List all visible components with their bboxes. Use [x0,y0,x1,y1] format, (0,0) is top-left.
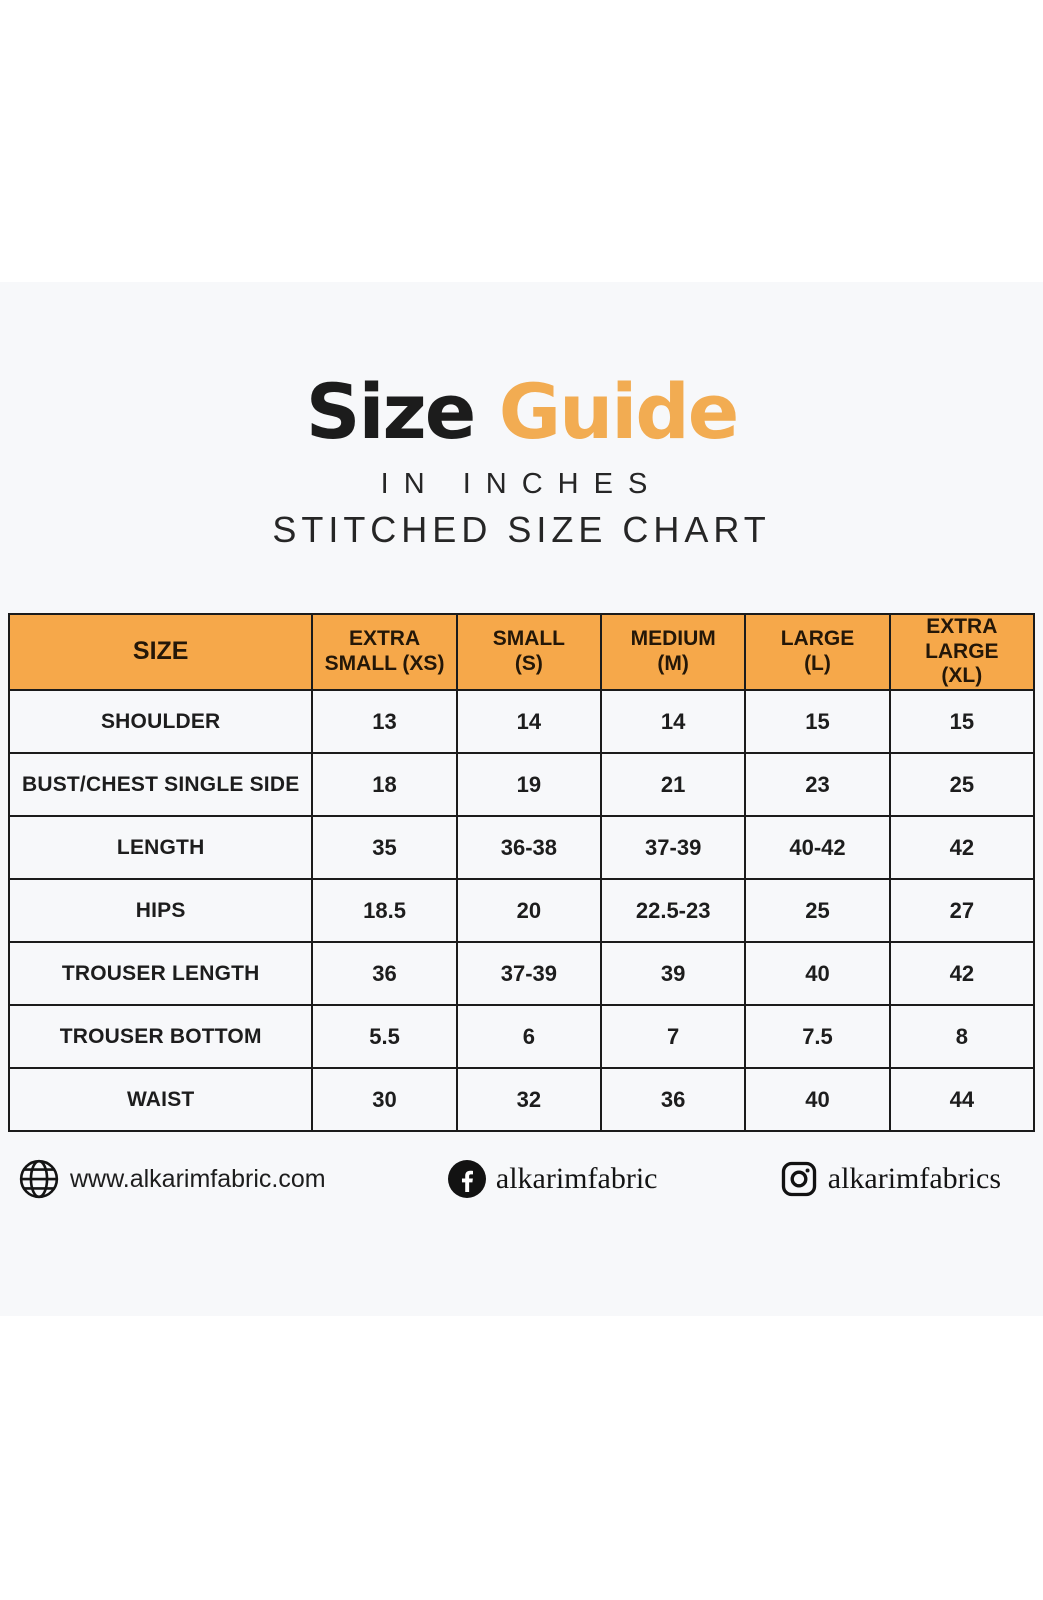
size-value-cell: 14 [600,689,747,755]
page-title: Size Guide [0,372,1043,452]
row-label: HIPS [7,878,314,944]
size-value-cell: 36-38 [455,815,603,881]
subtitle-in-inches: IN INCHES [380,467,663,500]
size-value-cell: 22.5-23 [600,878,747,944]
size-value-cell: 20 [455,878,603,944]
facebook-icon [447,1160,486,1199]
size-value-cell: 15 [888,689,1036,755]
size-value-cell: 32 [455,1067,603,1133]
column-header-size: SIZE [7,612,314,692]
website-contact: www.alkarimfabric.com [18,1158,326,1200]
size-value-cell: 42 [888,941,1036,1007]
row-label: TROUSER BOTTOM [7,1004,314,1070]
size-value-cell: 36 [311,941,458,1007]
column-header: SMALL (S) [455,612,603,692]
size-value-cell: 44 [888,1067,1036,1133]
size-value-cell: 40 [744,1067,891,1133]
size-value-cell: 6 [455,1004,603,1070]
size-value-cell: 35 [311,815,458,881]
table-row: TROUSER BOTTOM 5.5 6 7 7.5 8 [7,1004,1036,1070]
facebook-handle: alkarimfabric [495,1162,658,1196]
size-value-cell: 18.5 [311,878,458,944]
size-value-cell: 25 [744,878,891,944]
size-value-cell: 42 [888,815,1036,881]
size-value-cell: 23 [744,752,891,818]
size-value-cell: 13 [311,689,458,755]
row-label: WAIST [7,1067,314,1133]
column-header: MEDIUM (M) [600,612,747,692]
size-value-cell: 25 [888,752,1036,818]
table-row: LENGTH 35 36-38 37-39 40-42 42 [7,815,1036,881]
facebook-contact: alkarimfabric [447,1160,658,1199]
size-value-cell: 40 [744,941,891,1007]
row-label: BUST/CHEST SINGLE SIDE [7,752,314,818]
column-header: LARGE (L) [744,612,891,692]
size-value-cell: 7.5 [744,1004,891,1070]
subtitle-stitched-size-chart: STITCHED SIZE CHART [272,508,771,550]
size-chart-header: SIZE EXTRA SMALL (XS) SMALL (S) MEDIUM (M) L… [7,612,1036,692]
footer-contacts: www.alkarimfabric.com alkarimfabric alka… [0,1158,1043,1200]
size-guide-panel: Size Guide IN INCHES STITCHED SIZE CHART… [0,282,1043,1316]
size-value-cell: 18 [311,752,458,818]
row-label: LENGTH [7,815,314,881]
size-value-cell: 19 [455,752,603,818]
title-word-guide: Guide [498,367,739,456]
row-label: TROUSER LENGTH [7,941,314,1007]
table-row: WAIST 30 32 36 40 44 [7,1067,1036,1133]
size-value-cell: 8 [888,1004,1036,1070]
column-header: EXTRA SMALL (XS) [311,612,458,692]
size-value-cell: 39 [600,941,747,1007]
size-value-cell: 30 [311,1067,458,1133]
size-value-cell: 14 [455,689,603,755]
column-header: EXTRA LARGE (XL) [888,612,1036,692]
table-row: BUST/CHEST SINGLE SIDE 18 19 21 23 25 [7,752,1036,818]
table-row: HIPS 18.5 20 22.5-23 25 27 [7,878,1036,944]
instagram-icon [780,1160,818,1198]
size-value-cell: 21 [600,752,747,818]
globe-icon [18,1158,60,1200]
size-value-cell: 27 [888,878,1036,944]
table-row: SHOULDER 13 14 14 15 15 [7,689,1036,755]
size-value-cell: 37-39 [455,941,603,1007]
title-block: Size Guide IN INCHES STITCHED SIZE CHART [0,282,1043,551]
instagram-handle: alkarimfabrics [827,1162,1001,1196]
size-chart-body: SHOULDER 13 14 14 15 15 BUST/CHEST SINGLE SIDE… [7,689,1036,1133]
table-row: TROUSER LENGTH 36 37-39 39 40 42 [7,941,1036,1007]
size-value-cell: 40-42 [744,815,891,881]
title-word-size: Size [305,367,477,456]
size-value-cell: 37-39 [600,815,747,881]
size-value-cell: 5.5 [311,1004,458,1070]
size-value-cell: 15 [744,689,891,755]
size-value-cell: 7 [600,1004,747,1070]
header-row: SIZE EXTRA SMALL (XS) SMALL (S) MEDIUM (M) L… [7,612,1036,692]
website-url: www.alkarimfabric.com [70,1164,326,1193]
size-value-cell: 36 [600,1067,747,1133]
size-chart-table: SIZE EXTRA SMALL (XS) SMALL (S) MEDIUM (M) L… [7,612,1036,1133]
instagram-contact: alkarimfabrics [780,1160,1001,1198]
row-label: SHOULDER [7,689,314,755]
